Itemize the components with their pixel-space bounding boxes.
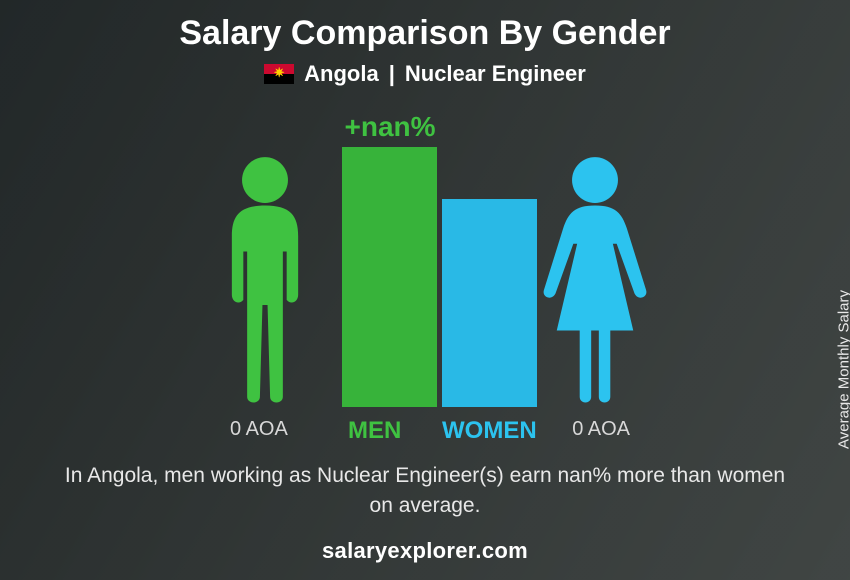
women-label: WOMEN [442, 417, 537, 445]
male-figure-icon [200, 152, 330, 407]
women-bar [442, 199, 537, 407]
female-figure-icon [530, 152, 660, 407]
footer-source: salaryexplorer.com [0, 538, 850, 564]
men-value: 0 AOA [230, 418, 288, 441]
job-label: Nuclear Engineer [405, 61, 586, 87]
y-axis-label: Average Monthly Salary [836, 290, 850, 449]
separator: | [389, 61, 395, 87]
country-label: Angola [304, 61, 379, 87]
summary-text: In Angola, men working as Nuclear Engine… [0, 455, 850, 522]
men-label: MEN [348, 417, 401, 445]
women-value: 0 AOA [572, 418, 630, 441]
subtitle-row: Angola | Nuclear Engineer [0, 53, 850, 87]
men-bar [342, 147, 437, 407]
flag-icon [264, 64, 294, 84]
page-title: Salary Comparison By Gender [0, 0, 850, 53]
difference-label: +nan% [300, 111, 480, 143]
chart-area: +nan% 0 AOA MEN WOMEN 0 AOA [0, 95, 850, 455]
